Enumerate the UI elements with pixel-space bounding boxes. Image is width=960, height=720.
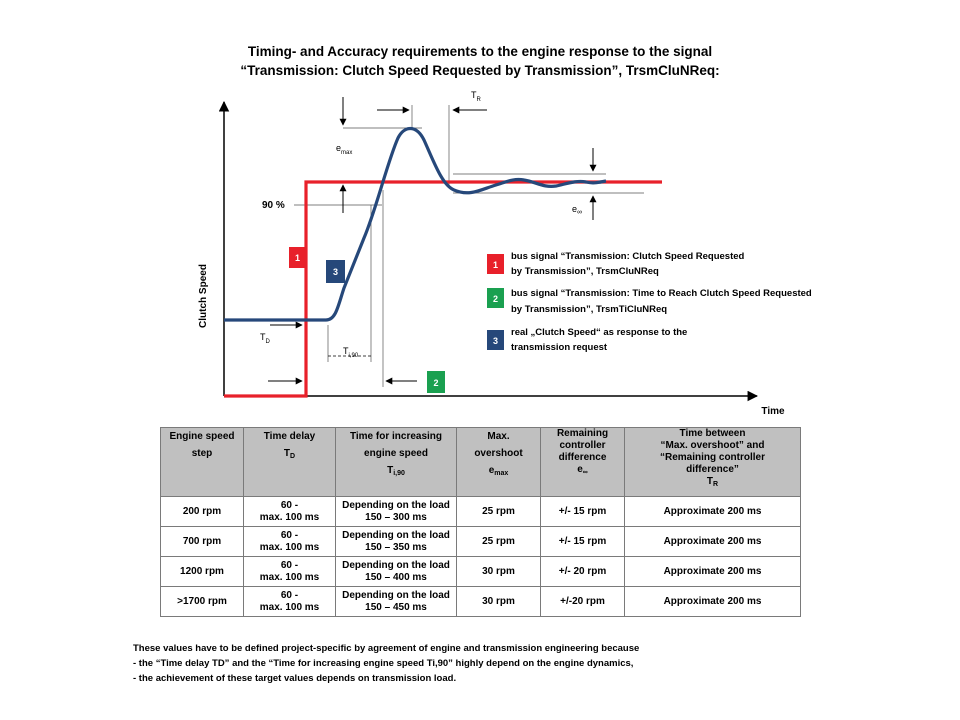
emax-label: emax [336,143,352,156]
legend-item-2-line-1: bus signal “Transmission: Time to Reach … [511,288,812,299]
cell-max-overshoot: 30 rpm [456,586,541,617]
marker-3-blue [326,260,345,283]
legend-item-1-line-2: by Transmission”, TrsmCluNReq [511,266,659,277]
table-row: 700 rpm 60 - max. 100 ms Depending on the… [160,526,801,557]
response-diagram: Clutch Speed Time emax TR 90 % e∞ TD Ti,… [198,90,812,417]
header-time-between: Time between “Max. overshoot” and “Remaini… [624,427,801,497]
legend-marker-1 [487,254,504,274]
header-time-increasing: Time for increasing engine speed Ti,90 [335,427,457,497]
cell-remaining-difference: +/-20 rpm [540,586,625,617]
ninety-pct-label: 90 % [262,200,285,211]
footnote-line-2: - the “Time delay TD” and the “Time for … [133,658,634,669]
cell-time-between: Approximate 200 ms [624,586,801,617]
header-engine-speed-step: Engine speed step [160,427,244,497]
legend-marker-3-label: 3 [493,336,498,346]
title-line-1: Timing- and Accuracy requirements to the… [247,44,713,59]
cell-time-between: Approximate 200 ms [624,496,801,527]
cell-remaining-difference: +/- 15 rpm [540,496,625,527]
cell-remaining-difference: +/- 20 rpm [540,556,625,587]
series-3-clutch-speed [224,126,607,322]
cell-max-overshoot: 30 rpm [456,556,541,587]
cell-step: 200 rpm [160,496,244,527]
legend-item-2-line-2: by Transmission”, TrsmTiCluNReq [511,304,667,315]
cell-time-increasing: Depending on the load 150 – 350 ms [335,526,457,557]
cell-max-overshoot: 25 rpm [456,496,541,527]
marker-2-label: 2 [433,378,438,388]
cell-time-increasing: Depending on the load 150 – 300 ms [335,496,457,527]
cell-time-between: Approximate 200 ms [624,556,801,587]
table-row: 1200 rpm 60 - max. 100 ms Depending on th… [160,556,801,587]
marker-1-red [289,247,306,268]
cell-time-delay: 60 - max. 100 ms [243,556,336,587]
cell-step: 1200 rpm [160,556,244,587]
ti90-label: Ti,90 [343,346,359,359]
table-header-row: Engine speed step Time delay TD Time for i… [160,427,801,497]
marker-3-label: 3 [333,267,338,277]
marker-1-label: 1 [295,253,300,263]
td-label: TD [260,332,271,345]
cell-time-delay: 60 - max. 100 ms [243,496,336,527]
cell-time-increasing: Depending on the load 150 – 450 ms [335,586,457,617]
header-remaining-difference: Remaining controller difference e∞ [540,427,625,497]
cell-step: 700 rpm [160,526,244,557]
cell-time-between: Approximate 200 ms [624,526,801,557]
cell-max-overshoot: 25 rpm [456,526,541,557]
legend-item-3-line-2: transmission request [511,342,608,353]
table-row: >1700 rpm 60 - max. 100 ms Depending on t… [160,586,801,617]
tr-label: TR [471,90,482,103]
legend-marker-3 [487,330,504,350]
footnote-line-3: - the achievement of these target values… [133,673,457,684]
einf-label: e∞ [572,204,582,216]
cell-time-delay: 60 - max. 100 ms [243,586,336,617]
cell-time-increasing: Depending on the load 150 – 400 ms [335,556,457,587]
legend-marker-1-label: 1 [493,260,498,270]
legend: 1 bus signal “Transmission: Clutch Speed… [487,251,812,353]
series-1-requested-signal [224,180,662,398]
requirements-table: Engine speed step Time delay TD Time for i… [160,427,801,617]
marker-2-green [427,371,445,393]
legend-item-1-line-1: bus signal “Transmission: Clutch Speed R… [511,251,745,262]
header-time-delay: Time delay TD [243,427,336,497]
y-axis-label: Clutch Speed [198,264,209,328]
footnote-line-1: These values have to be defined project-… [133,643,640,654]
cell-step: >1700 rpm [160,586,244,617]
footnotes: These values have to be defined project-… [133,641,639,686]
legend-marker-2-label: 2 [493,294,498,304]
legend-marker-2 [487,288,504,308]
cell-time-delay: 60 - max. 100 ms [243,526,336,557]
x-axis-label: Time [761,406,785,417]
table-row: 200 rpm 60 - max. 100 ms Depending on the… [160,496,801,527]
header-max-overshoot: Max. overshoot emax [456,427,541,497]
legend-item-3-line-1: real „Clutch Speed“ as response to the [511,327,687,338]
cell-remaining-difference: +/- 15 rpm [540,526,625,557]
title-line-2: “Transmission: Clutch Speed Requested by… [240,63,720,78]
